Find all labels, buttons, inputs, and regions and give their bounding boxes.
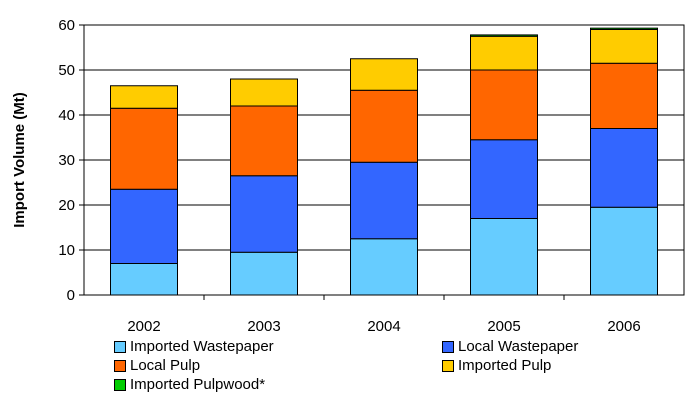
x-tick-label: 2002 (127, 318, 160, 335)
bar-segment-2004-local-pulp (350, 89, 418, 163)
legend-item: Imported Wastepaper (114, 338, 274, 355)
legend-item: Local Pulp (114, 357, 200, 374)
bar-segment-2006-imported-pulpwood (590, 27, 658, 30)
legend-swatch (114, 378, 126, 391)
bar-segment-2004-imported-pulp (350, 58, 418, 91)
bar-segment-2005-imported-wastepaper (470, 218, 538, 296)
x-tick-label: 2004 (367, 318, 400, 335)
y-tick-label: 0 (67, 287, 75, 304)
legend-item: Imported Pulpwood* (114, 376, 265, 393)
y-tick-label: 60 (58, 17, 75, 34)
legend-swatch (442, 340, 454, 353)
x-tick-label: 2003 (247, 318, 280, 335)
bar-segment-2006-local-wastepaper (590, 128, 658, 208)
bar-segment-2003-local-pulp (230, 105, 298, 177)
bar-segment-2002-imported-wastepaper (110, 263, 178, 296)
legend-item: Imported Pulp (442, 357, 551, 374)
bar-segment-2006-local-pulp (590, 62, 658, 129)
legend-label: Imported Pulpwood* (130, 376, 266, 393)
bars (110, 27, 658, 296)
legend-swatch (114, 359, 126, 372)
y-axis-title: Import Volume (Mt) (11, 92, 28, 228)
legend-label: Imported Pulp (458, 357, 552, 374)
legend-swatch (442, 359, 454, 372)
y-tick-label: 10 (58, 242, 75, 259)
legend-swatch (114, 340, 126, 353)
bar-segment-2003-imported-wastepaper (230, 251, 298, 296)
x-axis: 2002 2003 2004 2005 2006 (127, 295, 641, 335)
legend-label: Local Pulp (130, 357, 201, 374)
bar-segment-2002-local-wastepaper (110, 188, 178, 264)
bar-segment-2005-local-pulp (470, 69, 538, 141)
bar-segment-2003-local-wastepaper (230, 175, 298, 253)
bar-segment-2002-imported-pulp (110, 85, 178, 109)
legend-label: Local Wastepaper (458, 338, 579, 355)
bar-segment-2004-imported-wastepaper (350, 238, 418, 296)
bar-segment-2005-imported-pulp (470, 35, 538, 71)
x-tick-label: 2005 (487, 318, 520, 335)
bar-segment-2004-local-wastepaper (350, 161, 418, 240)
plot-area: 0 10 20 30 40 50 60 2002 2003 2004 2005 2006 (58, 17, 685, 335)
y-tick-label: 30 (58, 152, 75, 169)
legend-label: Imported Wastepaper (130, 338, 274, 355)
y-axis: 0 10 20 30 40 50 60 (58, 17, 84, 304)
bar-segment-2006-imported-wastepaper (590, 206, 658, 296)
bar-segment-2005-imported-pulpwood (470, 34, 538, 37)
y-tick-label: 50 (58, 62, 75, 79)
y-tick-label: 20 (58, 197, 75, 214)
bar-segment-2003-imported-pulp (230, 78, 298, 107)
x-tick-label: 2006 (607, 318, 640, 335)
y-tick-label: 40 (58, 107, 75, 124)
bar-segment-2005-local-wastepaper (470, 139, 538, 219)
legend-item: Local Wastepaper (442, 338, 578, 355)
bar-segment-2006-imported-pulp (590, 29, 658, 64)
bar-segment-2002-local-pulp (110, 107, 178, 190)
